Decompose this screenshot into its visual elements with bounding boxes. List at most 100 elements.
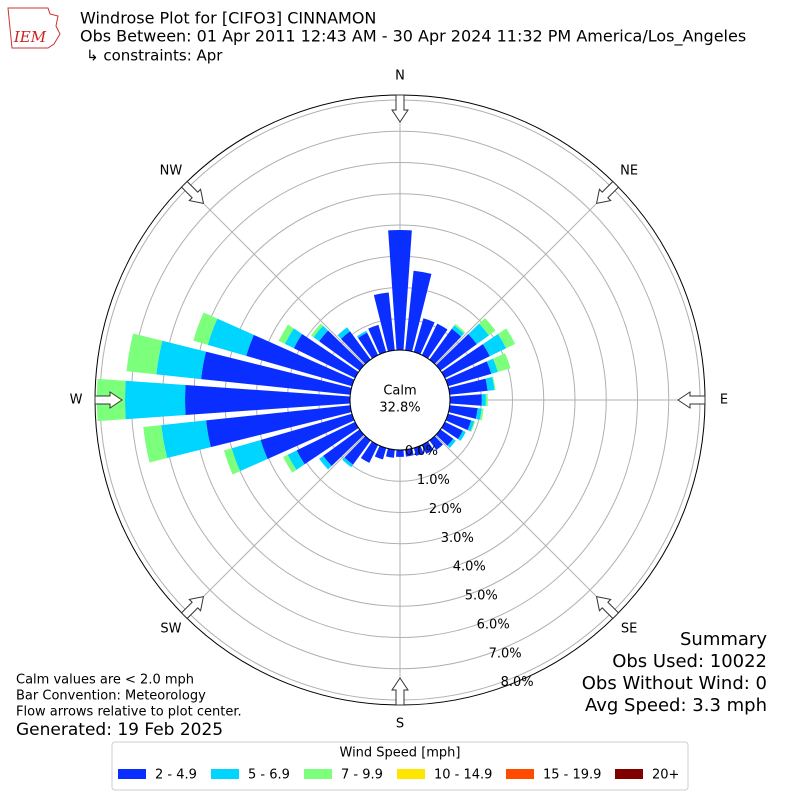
chart-title: Windrose Plot for [CIFO3] CINNAMON xyxy=(80,9,376,28)
summary-line: Summary xyxy=(680,629,767,650)
legend-title: Wind Speed [mph] xyxy=(340,746,461,761)
r-tick-label: 7.0% xyxy=(489,646,522,661)
bar-segment xyxy=(323,429,365,466)
bar-segment xyxy=(296,421,359,465)
bar-segment xyxy=(284,328,303,349)
grid-spoke xyxy=(435,183,617,365)
bar-segment xyxy=(475,408,482,420)
legend-swatch xyxy=(615,769,643,779)
summary-line: Avg Speed: 3.3 mph xyxy=(585,695,767,716)
bar-segment xyxy=(441,421,463,440)
bar-segment xyxy=(156,340,206,380)
bar-segment xyxy=(311,323,324,338)
bar-segment xyxy=(451,325,465,337)
bar-segment xyxy=(231,439,268,472)
bar-segment xyxy=(445,361,492,387)
compass-arrow xyxy=(94,391,123,409)
bar-segment xyxy=(283,454,297,473)
compass-arrow xyxy=(595,180,620,205)
bar-segment xyxy=(184,385,351,415)
bar-segment xyxy=(435,334,477,371)
bar-segment xyxy=(388,229,412,351)
bar-segment xyxy=(405,448,414,457)
compass-label: S xyxy=(396,717,404,732)
bar-segment xyxy=(313,325,329,342)
bar-segment xyxy=(405,270,432,352)
legend-label: 10 - 14.9 xyxy=(434,768,492,783)
bar-segment xyxy=(448,378,488,395)
bar-segment xyxy=(385,448,395,458)
calm-circle xyxy=(349,349,451,451)
plot-area: 0.0% 1.0% 2.0% 3.0% 4.0% 5.0% 6.0% 7.0% 8.0% N NE E… xyxy=(70,69,729,732)
bar-segment xyxy=(357,330,368,338)
compass-label: SW xyxy=(160,622,181,637)
bar-segment xyxy=(421,441,434,454)
compass-arrow xyxy=(391,677,409,706)
bar-segment xyxy=(492,376,496,391)
compass-arrow xyxy=(180,180,205,205)
bar-segment xyxy=(337,327,351,339)
bar-segment xyxy=(287,450,305,470)
grid-spoke xyxy=(183,183,365,365)
legend-swatch xyxy=(211,769,239,779)
bar-segment xyxy=(482,333,507,357)
bar-segment xyxy=(485,393,488,407)
summary-line: Obs Without Wind: 0 xyxy=(582,673,767,694)
logo: IEM xyxy=(7,7,61,49)
bar-segment xyxy=(497,328,516,349)
bar-segment xyxy=(161,420,211,459)
legend-label: 5 - 6.9 xyxy=(248,768,290,783)
bar-segment xyxy=(470,421,476,432)
bar-segment xyxy=(458,430,466,441)
bar-segment xyxy=(358,332,379,359)
bar-segment xyxy=(468,323,489,345)
grid-spoke xyxy=(435,435,617,617)
bar-segment xyxy=(479,317,496,336)
note-line: Calm values are < 2.0 mph xyxy=(16,673,194,688)
calm-label: Calm xyxy=(383,384,416,399)
bar-segment xyxy=(435,429,454,446)
bar-segment xyxy=(479,408,484,421)
bar-segment xyxy=(207,318,254,356)
bar-segment xyxy=(368,324,387,355)
bar-segment xyxy=(278,324,294,344)
bar-segment xyxy=(360,441,379,463)
bar-segment xyxy=(246,334,355,387)
logo-text: IEM xyxy=(13,28,47,46)
bar-segment xyxy=(293,333,359,379)
bar-segment xyxy=(429,328,462,365)
bar-segment xyxy=(143,425,168,463)
bar-segment xyxy=(319,455,332,470)
note-line: Bar Convention: Meteorology xyxy=(16,689,206,704)
bar-segment xyxy=(342,457,353,468)
legend-label: 15 - 19.9 xyxy=(543,768,601,783)
bar-segment xyxy=(447,438,456,448)
bar-segment xyxy=(344,435,371,465)
compass-arrow xyxy=(391,94,409,123)
bar-segment xyxy=(193,312,218,345)
legend-box xyxy=(111,741,689,791)
bar-segment xyxy=(429,435,443,451)
bar-segment xyxy=(449,394,482,406)
bar-segment xyxy=(340,331,371,365)
bar-segment xyxy=(319,330,365,371)
bar-segment xyxy=(206,405,352,448)
bar-segment xyxy=(445,413,472,431)
compass-arrow xyxy=(677,391,706,409)
compass-arrow xyxy=(595,595,620,620)
r-tick-label: 5.0% xyxy=(465,589,498,604)
generated: Generated: 19 Feb 2025 xyxy=(16,720,223,740)
grid-spoke xyxy=(183,435,365,617)
bar-segment xyxy=(223,448,241,475)
r-tick-label: 0.0% xyxy=(405,444,438,459)
note-line: Flow arrows relative to plot center. xyxy=(16,705,242,720)
r-tick-label: 2.0% xyxy=(429,502,462,517)
legend-label: 7 - 9.9 xyxy=(341,768,383,783)
compass-label: NW xyxy=(160,163,183,178)
logo-outline xyxy=(7,7,61,49)
r-tick-label: 3.0% xyxy=(441,531,474,546)
compass-label: E xyxy=(720,393,728,408)
bar-segment xyxy=(201,351,352,395)
